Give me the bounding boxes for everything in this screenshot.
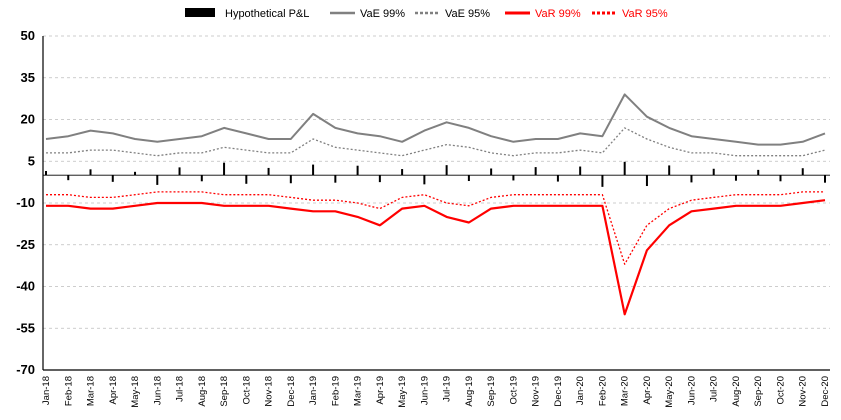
pnl-bar [401, 169, 404, 176]
pnl-bar [668, 165, 671, 176]
pnl-bar [467, 175, 470, 182]
pnl-bar [245, 175, 248, 184]
x-tick-label: Jun-20 [686, 376, 697, 405]
pnl-bar [334, 175, 337, 183]
x-tick-label: Dec-18 [286, 376, 297, 407]
pnl-bar [690, 175, 693, 183]
x-tick-label: Apr-19 [375, 376, 386, 405]
pnl-bar [378, 175, 381, 183]
x-tick-label: Dec-20 [820, 376, 831, 407]
series-line-vae-99 [45, 93, 826, 146]
x-tick-label: Nov-19 [531, 376, 542, 407]
pnl-bar [289, 175, 292, 184]
legend-label-vae-99: VaE 99% [360, 8, 405, 20]
axes [42, 36, 830, 371]
x-tick-label: Oct-19 [508, 376, 519, 405]
y-tick-labels: 50 35 20 5 -10 -25 -40 -55 -70 [16, 28, 35, 377]
pnl-bar [134, 171, 137, 176]
x-tick-label: Jul-20 [709, 376, 720, 402]
y-tick-label: -40 [16, 279, 35, 294]
x-tick-label: May-19 [397, 376, 408, 408]
pnl-bar [579, 166, 582, 176]
pnl-bar [111, 175, 114, 182]
x-tick-label: Mar-19 [353, 376, 364, 406]
x-tick-label: Aug-18 [197, 376, 208, 407]
pnl-bar [645, 175, 648, 187]
pnl-bar [712, 168, 715, 176]
series-line-var-99 [46, 199, 826, 316]
pnl-bar [801, 168, 804, 176]
x-tick-label: Apr-18 [108, 376, 119, 405]
x-tick-label: Jan-18 [41, 376, 52, 405]
pnl-bar [200, 175, 203, 182]
pnl-bar [734, 175, 737, 181]
pnl-bar [423, 175, 426, 185]
x-tick-label: Nov-18 [264, 376, 275, 407]
pnl-bar [67, 175, 70, 181]
gridlines [43, 35, 830, 329]
x-tick-label: Mar-18 [86, 376, 97, 406]
y-tick-label: -70 [16, 362, 35, 377]
pnl-bar [223, 162, 226, 176]
x-tick-label: Nov-20 [798, 376, 809, 407]
pnl-bar [356, 165, 359, 176]
x-tick-label: Feb-20 [597, 376, 608, 406]
pnl-bar [601, 175, 604, 187]
x-tick-label: Dec-19 [553, 376, 564, 407]
x-tick-label: Mar-20 [620, 376, 631, 406]
x-tick-label: Aug-19 [464, 376, 475, 407]
series-lines [45, 93, 826, 316]
x-tick-label: Apr-20 [642, 376, 653, 405]
x-tick-label: Jan-19 [308, 376, 319, 405]
pnl-bar [556, 175, 559, 182]
legend-label-hypothetical-p-l: Hypothetical P&L [225, 8, 309, 20]
x-tick-label: Sep-19 [486, 376, 497, 407]
x-tick-labels: Jan-18 Feb-18 Mar-18 Apr-18 May-18 Jun-18 Jul-… [41, 376, 831, 408]
y-tick-label: 50 [21, 28, 35, 43]
y-tick-label: -25 [16, 237, 35, 252]
x-tick-label: Oct-18 [241, 376, 252, 405]
pnl-bar [267, 167, 270, 176]
pnl-bar [512, 175, 515, 181]
x-tick-label: Jul-18 [175, 376, 186, 402]
y-tick-label: 35 [21, 70, 35, 85]
legend-label-var-99: VaR 99% [535, 8, 581, 20]
pnl-bar [312, 164, 315, 176]
legend-label-vae-95: VaE 95% [445, 8, 490, 20]
x-tick-label: Aug-20 [731, 376, 742, 407]
pnl-bar [623, 161, 626, 176]
y-tick-label: 20 [21, 112, 35, 127]
x-tick-label: Jan-20 [575, 376, 586, 405]
y-tick-label: -55 [16, 320, 35, 335]
x-tick-label: May-20 [664, 376, 675, 408]
pnl-bar [89, 169, 92, 176]
legend-label-var-95: VaR 95% [622, 8, 668, 20]
series-line-var-95 [46, 191, 825, 265]
legend: Hypothetical P&L VaE 99% VaE 95% VaR 99% VaR… [185, 8, 668, 20]
pnl-bar [45, 170, 47, 176]
pnl-bar [445, 165, 448, 176]
pnl-bar [178, 167, 181, 176]
x-tick-label: Sep-18 [219, 376, 230, 407]
x-tick-label: Oct-20 [775, 376, 786, 405]
x-tick-label: Sep-20 [753, 376, 764, 407]
pnl-bars [45, 161, 826, 187]
x-tick-label: Jun-19 [419, 376, 430, 405]
pnl-bar [779, 175, 782, 182]
x-tick-label: May-18 [130, 376, 141, 408]
y-tick-label: 5 [28, 153, 35, 168]
legend-swatch-hypothetical-p-l [185, 8, 215, 17]
x-tick-label: Feb-19 [330, 376, 341, 406]
x-tick-label: Jul-19 [442, 376, 453, 402]
pnl-bar [534, 167, 537, 176]
pnl-bar [757, 169, 760, 176]
pnl-bar [156, 175, 159, 185]
pnl-bar [824, 175, 826, 183]
x-tick-label: Feb-18 [63, 376, 74, 406]
x-tick-label: Jun-18 [152, 376, 163, 405]
pnl-bar [490, 168, 493, 176]
y-tick-label: -10 [16, 195, 35, 210]
